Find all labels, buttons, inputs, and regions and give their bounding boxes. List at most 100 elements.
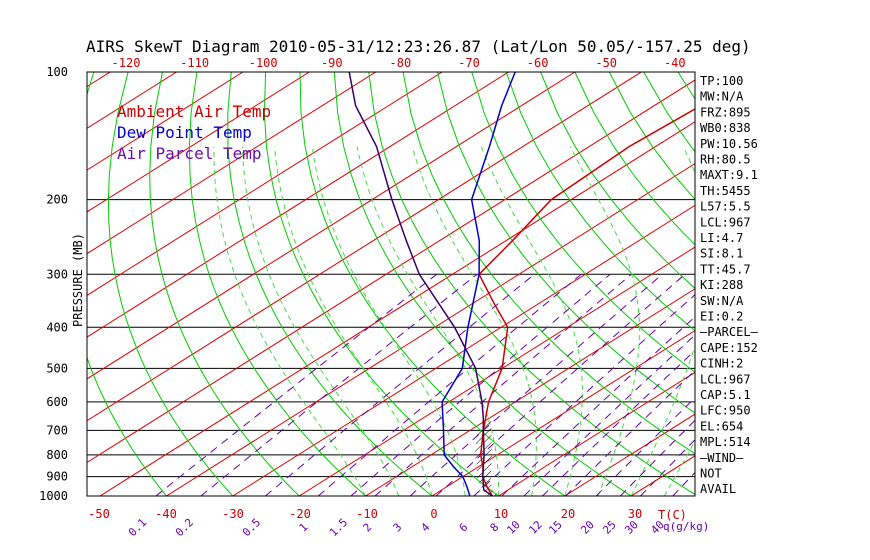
mixing-ratio-tick-label: 1.5 <box>327 516 350 539</box>
dry-adiabat <box>188 72 366 496</box>
bottom-temp-tick-label: 20 <box>561 507 575 521</box>
mixing-ratio-line <box>620 419 695 496</box>
pressure-tick-label: 400 <box>46 320 68 334</box>
mixing-ratio-line <box>542 349 695 496</box>
grid-lines <box>87 72 870 496</box>
legend-parcel-temp: Air Parcel Temp <box>117 144 262 163</box>
stability-index-entry: SI:8.1 <box>700 247 743 261</box>
mixing-ratio-line <box>640 439 695 496</box>
mixing-ratio-tick-label: 3 <box>391 521 405 535</box>
bottom-temp-tick-label: 30 <box>628 507 642 521</box>
mixing-ratio-line <box>409 273 663 496</box>
stability-index-entry: NOT <box>700 467 722 481</box>
isotherm-line <box>87 72 310 213</box>
isotherm-line <box>232 204 695 496</box>
pressure-tick-label: 900 <box>46 470 68 484</box>
moist-adiabat <box>569 146 640 496</box>
isotherm-line <box>87 72 576 380</box>
plot-frame <box>86 71 696 497</box>
y-axis-label: PRESSURE (MB) <box>71 233 85 327</box>
mixing-ratio-tick-label: 2 <box>361 521 375 535</box>
mixing-ratio-axis: 0.1 0.2 0.5 1 1.5 2 3 4 6 8 10 12 15 20 25 30 40q(g/kg) <box>126 516 709 539</box>
parcel-temp-line <box>348 72 493 496</box>
stability-index-entry: LCL:967 <box>700 372 751 386</box>
bottom-temp-tick-label: -10 <box>356 507 378 521</box>
stability-index-entry: EL:654 <box>700 419 743 433</box>
dry-adiabat <box>816 72 870 496</box>
mixing-ratio-line <box>374 273 632 496</box>
bottom-temp-tick-label: -30 <box>222 507 244 521</box>
legend-dew-point: Dew Point Temp <box>117 123 252 142</box>
dry-adiabat <box>227 72 433 496</box>
dry-adiabat <box>643 72 695 153</box>
stability-index-entry: PW:10.56 <box>700 137 758 151</box>
mixing-ratio-tick-label: 8 <box>488 521 502 535</box>
pressure-tick-label: 200 <box>46 193 68 207</box>
top-temp-tick-label: -80 <box>390 56 412 70</box>
isotherm-line <box>87 79 695 464</box>
moist-adiabat <box>356 146 499 496</box>
moist-adiabat <box>274 146 433 496</box>
dry-adiabat <box>299 72 566 496</box>
legend-ambient-temp: Ambient Air Temp <box>117 102 271 121</box>
mixing-ratio-line <box>523 334 695 496</box>
dry-adiabat <box>107 72 234 496</box>
mixing-ratio-tick-label: 0.1 <box>126 516 149 539</box>
cape-hatched-area <box>474 417 501 496</box>
top-temperature-axis: -120 -110 -100 -90 -80 -70 -60 -50 -40 <box>112 56 686 70</box>
bottom-temp-tick-label: 0 <box>430 507 437 521</box>
stability-index-entry: CINH:2 <box>700 357 743 371</box>
bottom-temperature-axis: -50 -40 -30 -20 -10 0 10 20 30 <box>88 507 642 521</box>
bottom-temp-tick-label: 10 <box>494 507 508 521</box>
isotherm-line <box>87 72 509 338</box>
pressure-axis: 100 200 300 400 500 600 700 800 900 1000 <box>39 65 68 503</box>
top-temp-tick-label: -60 <box>527 56 549 70</box>
pressure-tick-label: 1000 <box>39 489 68 503</box>
stability-index-entry: —WIND— <box>700 451 744 465</box>
top-temp-tick-label: -50 <box>595 56 617 70</box>
stability-index-entry: LFC:950 <box>700 404 751 418</box>
stability-index-entry: MPL:514 <box>700 435 751 449</box>
isotherm-line <box>166 162 695 496</box>
bottom-temp-tick-label: -40 <box>155 507 177 521</box>
dry-adiabat <box>149 72 300 496</box>
dry-adiabat <box>505 72 695 332</box>
stability-index-entry: TT:45.7 <box>700 262 751 276</box>
isotherm-line <box>87 72 642 422</box>
mixing-ratio-line <box>435 273 686 496</box>
top-temp-tick-label: -110 <box>180 56 209 70</box>
series-lines <box>348 72 695 496</box>
dry-adiabat <box>574 72 695 246</box>
mixing-ratio-unit-label: q(g/kg) <box>663 520 709 533</box>
mixing-ratio-tick-label: 30 <box>622 518 641 537</box>
mixing-ratio-tick-label: 20 <box>578 518 597 537</box>
isotherm-line <box>365 288 695 496</box>
stability-index-entry: EI:0.2 <box>700 310 743 324</box>
moist-adiabat <box>731 147 870 496</box>
tc-axis-label: T(C) <box>658 508 687 522</box>
mixing-ratio-tick-label: 4 <box>419 520 433 534</box>
dry-adiabat <box>471 72 695 373</box>
pressure-tick-label: 700 <box>46 423 68 437</box>
pressure-tick-label: 100 <box>46 65 68 79</box>
pressure-tick-label: 800 <box>46 448 68 462</box>
mixing-ratio-line <box>595 397 695 496</box>
pressure-tick-label: 600 <box>46 395 68 409</box>
dew-point-line <box>441 72 516 496</box>
stability-index-entry: CAPE:152 <box>700 341 758 355</box>
top-temp-tick-label: -100 <box>249 56 278 70</box>
mixing-ratio-line <box>350 273 611 496</box>
stability-index-entry: LCL:967 <box>700 215 751 229</box>
dry-adiabat <box>368 72 695 495</box>
dry-adiabat <box>263 72 499 496</box>
mixing-ratio-tick-label: 12 <box>526 518 545 537</box>
isotherm-line <box>498 371 695 496</box>
mixing-ratio-line <box>155 273 438 496</box>
mixing-ratio-tick-label: 15 <box>546 518 565 537</box>
isotherm-line <box>564 413 695 496</box>
moist-adiabat <box>311 146 466 496</box>
bottom-temp-tick-label: -20 <box>289 507 311 521</box>
top-temp-tick-label: -70 <box>458 56 480 70</box>
